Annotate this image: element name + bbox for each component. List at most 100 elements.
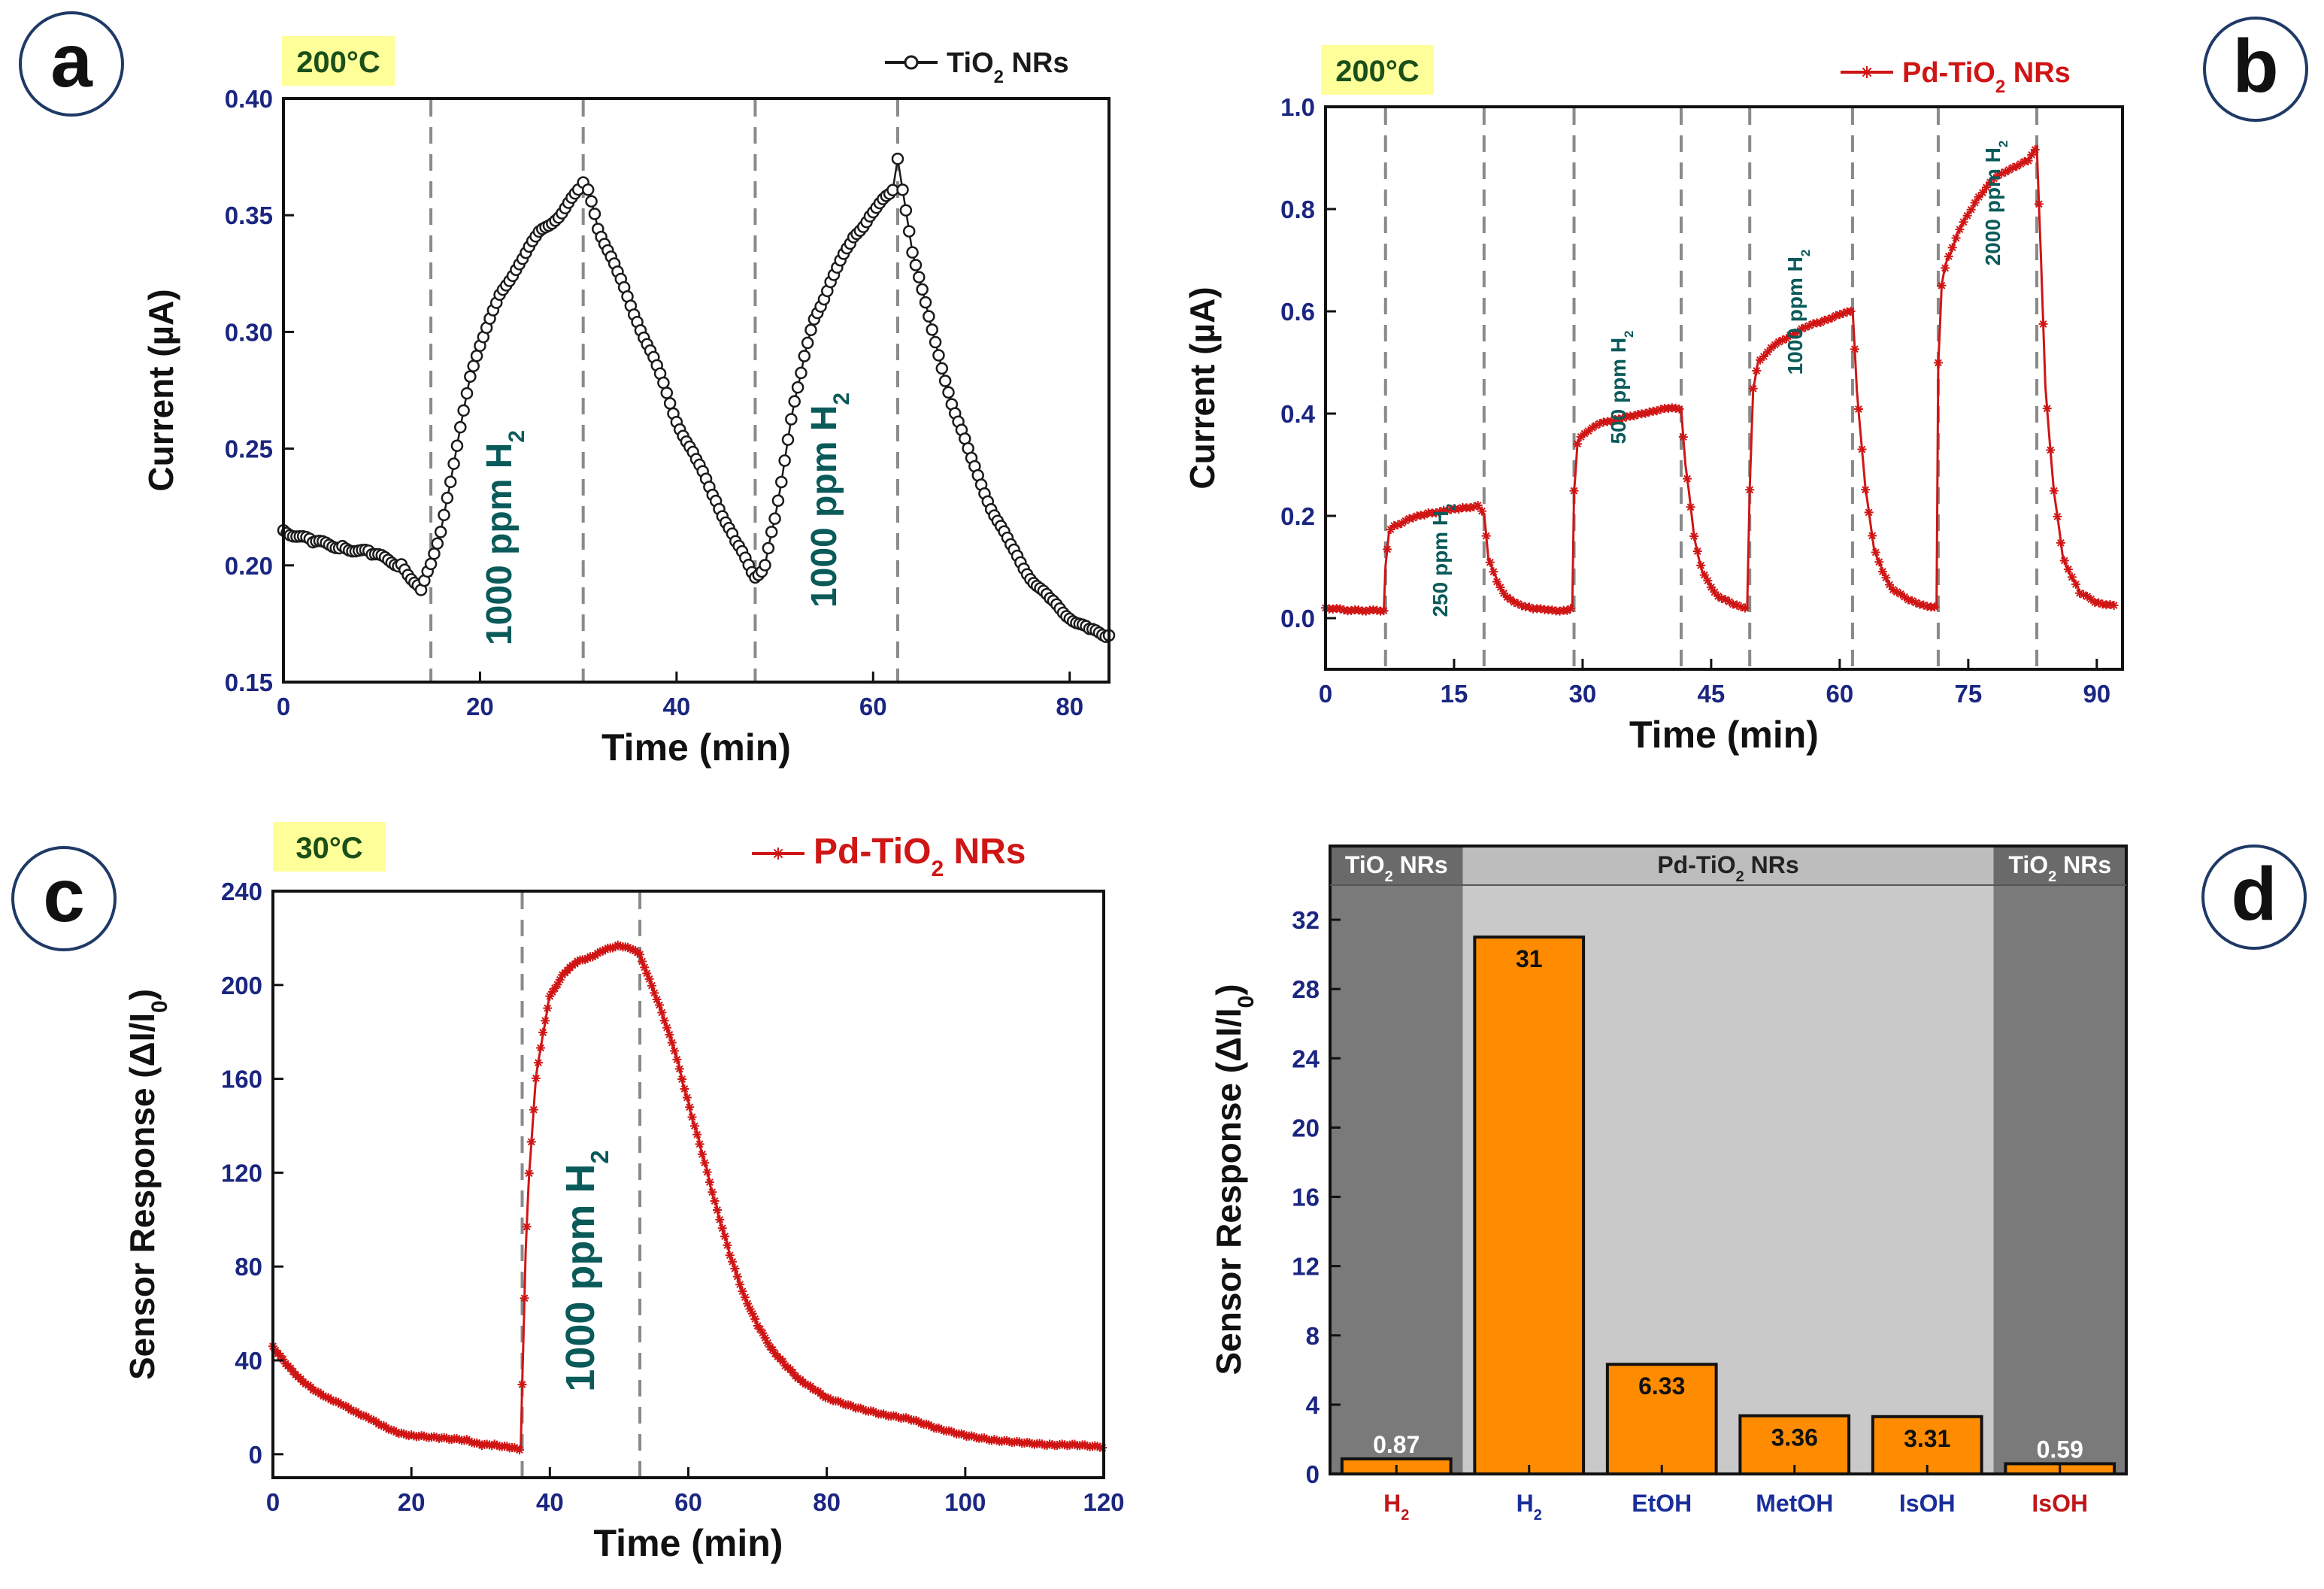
- data-point-star: [1053, 1441, 1062, 1451]
- data-point-star: [1499, 588, 1509, 598]
- data-point-star: [1431, 508, 1441, 517]
- data-point-star: [956, 1429, 966, 1439]
- data-point-star: [1907, 596, 1917, 605]
- data-point-star: [1686, 502, 1695, 512]
- data-point-star: [1933, 358, 1943, 368]
- data-point-star: [1513, 599, 1523, 608]
- data-point-star: [685, 1102, 695, 1112]
- panel-c-frame: [271, 890, 1105, 1479]
- data-point-star: [901, 1413, 911, 1423]
- data-point-star: [517, 1380, 527, 1390]
- data-point-star: [1741, 603, 1750, 613]
- data-point-star: [871, 1408, 880, 1418]
- data-point-star: [1339, 605, 1349, 615]
- data-point-circle: [768, 512, 781, 525]
- data-point-star: [760, 1333, 770, 1343]
- data-point-star: [650, 988, 659, 998]
- data-point-star: [1509, 597, 1519, 607]
- data-point-star: [1489, 567, 1498, 577]
- data-point-star: [1930, 602, 1940, 612]
- data-point-circle: [916, 283, 929, 296]
- data-point-circle: [447, 457, 460, 470]
- data-point-circle: [441, 491, 454, 505]
- panel-b: 0.0 0.2 0.4 0.6 0.8 1.0 0 15 30 45 60 75 90 Time (min…: [1183, 57, 2124, 756]
- data-point-star: [750, 1314, 760, 1324]
- panel-c-ytick-label: 160: [221, 1066, 262, 1093]
- data-point-star: [1816, 317, 1826, 327]
- panel-d-ytick-label: 24: [1292, 1045, 1320, 1072]
- data-point-star: [1025, 1438, 1035, 1448]
- data-point-star: [580, 955, 590, 965]
- panel-b-xtick-label: 90: [2083, 680, 2110, 708]
- data-point-star: [1656, 405, 1665, 414]
- data-point-star: [1401, 516, 1410, 526]
- data-point-star: [331, 1396, 341, 1406]
- data-point-star: [1881, 573, 1891, 583]
- panel-d-ytick-label: 20: [1292, 1114, 1320, 1142]
- data-point-star: [1580, 429, 1589, 438]
- data-point-star: [708, 1187, 717, 1197]
- data-point-star: [1941, 263, 1950, 273]
- data-point-star: [543, 1003, 553, 1013]
- data-point-circle: [775, 475, 788, 489]
- data-point-circle: [457, 404, 470, 417]
- data-point-star: [720, 1232, 730, 1242]
- data-point-star: [2019, 156, 2029, 166]
- data-point-star: [1861, 485, 1871, 495]
- data-point-star: [432, 1433, 441, 1442]
- data-point-star: [702, 1167, 712, 1177]
- data-point-star: [1977, 188, 1987, 198]
- panel-a-annotation: 1000 ppm H2: [804, 393, 854, 608]
- panel-d-bar: [1473, 936, 1586, 1475]
- panel-c-legend-text: Pd-TiO2 NRs: [814, 832, 1026, 881]
- data-point-star: [1525, 602, 1535, 612]
- data-point-star: [1827, 313, 1837, 323]
- panel-c-ytick-label: 120: [221, 1159, 262, 1187]
- panel-c-xtick-label: 60: [674, 1488, 702, 1516]
- data-point-star: [803, 1380, 813, 1390]
- data-point-star: [677, 1075, 687, 1084]
- data-point-star: [1874, 557, 1884, 567]
- data-point-star: [492, 1440, 502, 1450]
- panel-b-label-text: b: [2232, 24, 2278, 108]
- data-point-star: [1774, 337, 1783, 347]
- data-point-circle: [657, 376, 670, 390]
- data-point-star: [1804, 320, 1814, 330]
- data-point-star: [745, 1304, 755, 1314]
- data-point-star: [520, 1293, 529, 1303]
- data-point-star: [1820, 315, 1829, 325]
- data-point-star: [1770, 340, 1780, 350]
- data-point-star: [672, 1054, 682, 1064]
- data-point-star: [1937, 281, 1947, 290]
- panel-b-annotation: 2000 ppm H2: [1981, 141, 2010, 266]
- panel-d-ytick-label: 8: [1306, 1322, 1320, 1350]
- data-point-star: [2105, 599, 2115, 609]
- data-point-star: [680, 1084, 689, 1093]
- data-point-star: [1092, 1442, 1102, 1451]
- data-point-star: [1443, 506, 1453, 516]
- data-point-star: [725, 1251, 735, 1260]
- data-point-star: [635, 950, 645, 960]
- data-point-star: [1678, 432, 1688, 442]
- data-point-circle: [913, 271, 926, 284]
- data-point-circle: [801, 336, 814, 350]
- panel-d-frame: [1329, 845, 2128, 1475]
- data-point-circle: [765, 526, 778, 538]
- data-point-star: [859, 1405, 868, 1415]
- panel-d-category-label: IsOH: [1899, 1490, 1956, 1517]
- data-point-star: [659, 1016, 669, 1026]
- data-point-star: [477, 1440, 486, 1450]
- data-point-star: [311, 1387, 320, 1396]
- panel-d-group-header: [1462, 846, 1994, 885]
- data-point-star: [654, 1000, 664, 1010]
- data-point-star: [934, 1424, 944, 1433]
- data-point-star: [1892, 587, 1901, 597]
- data-point-star: [1674, 404, 1684, 414]
- data-point-star: [1724, 597, 1734, 607]
- data-point-star: [1576, 432, 1586, 441]
- data-point-star: [695, 1139, 704, 1149]
- data-point-star: [2042, 404, 2052, 414]
- data-point-circle: [762, 541, 775, 555]
- data-point-circle: [932, 349, 945, 362]
- data-point-circle: [464, 370, 477, 383]
